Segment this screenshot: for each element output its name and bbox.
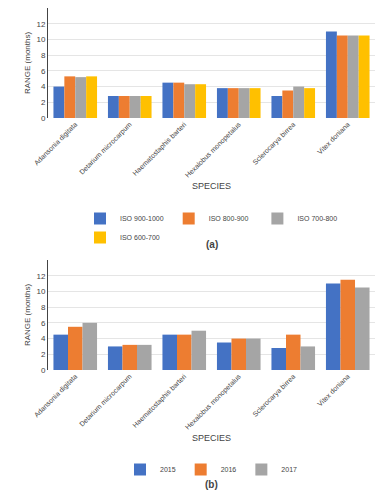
svg-text:2: 2 xyxy=(41,350,46,359)
svg-text:2015: 2015 xyxy=(160,466,176,473)
svg-text:Sclerocarya birrea: Sclerocarya birrea xyxy=(251,373,297,419)
svg-text:6: 6 xyxy=(41,67,46,76)
svg-text:RANGE (months): RANGE (months) xyxy=(23,284,32,347)
svg-text:0: 0 xyxy=(41,366,46,375)
svg-text:6: 6 xyxy=(41,319,46,328)
svg-text:12: 12 xyxy=(36,20,45,29)
svg-text:2016: 2016 xyxy=(221,466,237,473)
svg-text:4: 4 xyxy=(41,82,46,91)
svg-text:SPECIES: SPECIES xyxy=(192,181,231,191)
svg-text:ISO 600-700: ISO 600-700 xyxy=(120,234,160,241)
svg-text:Detarium microcarpum: Detarium microcarpum xyxy=(78,121,134,177)
svg-text:2: 2 xyxy=(41,98,46,107)
svg-text:SPECIES: SPECIES xyxy=(192,433,231,443)
svg-text:Adansonia digitata: Adansonia digitata xyxy=(33,373,79,419)
svg-text:10: 10 xyxy=(36,35,45,44)
svg-text:Adansonia digitata: Adansonia digitata xyxy=(33,121,79,167)
svg-text:ISO 900-1000: ISO 900-1000 xyxy=(120,215,164,222)
svg-text:8: 8 xyxy=(41,51,46,60)
svg-text:8: 8 xyxy=(41,303,46,312)
svg-text:2017: 2017 xyxy=(281,466,297,473)
svg-text:Detarium microcarpum: Detarium microcarpum xyxy=(78,373,134,429)
svg-text:(b): (b) xyxy=(205,479,218,490)
svg-text:Haematostaphis barteri: Haematostaphis barteri xyxy=(131,372,188,429)
svg-text:10: 10 xyxy=(36,287,45,296)
svg-text:Vitex doniana: Vitex doniana xyxy=(316,121,351,156)
svg-text:0: 0 xyxy=(41,114,46,123)
svg-text:Hexalobus monopetalus: Hexalobus monopetalus xyxy=(184,372,243,431)
svg-text:12: 12 xyxy=(36,272,45,281)
svg-text:RANGE (months): RANGE (months) xyxy=(23,32,32,95)
svg-text:ISO 800-900: ISO 800-900 xyxy=(209,215,249,222)
svg-text:Sclerocarya birrea: Sclerocarya birrea xyxy=(251,121,297,167)
svg-text:4: 4 xyxy=(41,334,46,343)
svg-text:ISO 700-800: ISO 700-800 xyxy=(297,215,337,222)
svg-text:(a): (a) xyxy=(206,239,218,250)
svg-text:Hexalobus monopetalus: Hexalobus monopetalus xyxy=(184,120,243,179)
svg-text:Haematostaphis barteri: Haematostaphis barteri xyxy=(131,120,188,177)
svg-text:Vitex doniana: Vitex doniana xyxy=(316,373,351,408)
